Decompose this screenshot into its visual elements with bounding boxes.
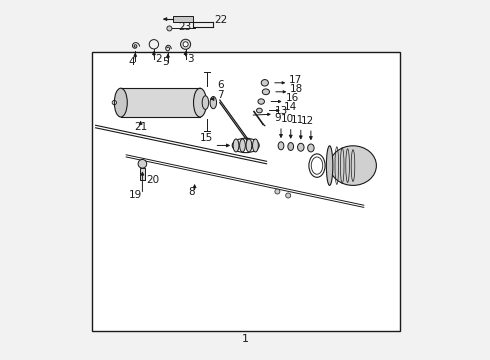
Ellipse shape (278, 142, 284, 150)
Text: 20: 20 (146, 175, 159, 185)
Circle shape (183, 42, 188, 47)
Text: 10: 10 (281, 114, 294, 124)
Circle shape (286, 193, 291, 198)
Text: 11: 11 (291, 115, 304, 125)
Text: 6: 6 (217, 80, 223, 90)
Ellipse shape (326, 146, 333, 185)
Text: 5: 5 (162, 57, 169, 67)
Circle shape (275, 189, 280, 194)
Ellipse shape (261, 80, 269, 86)
Text: 13: 13 (274, 106, 288, 116)
Text: 7: 7 (217, 90, 223, 100)
Ellipse shape (233, 139, 239, 152)
Text: 18: 18 (290, 84, 303, 94)
Text: 3: 3 (187, 54, 194, 64)
Text: 15: 15 (200, 133, 213, 143)
Ellipse shape (257, 108, 262, 113)
Ellipse shape (288, 143, 294, 150)
Text: 14: 14 (284, 102, 297, 112)
Ellipse shape (262, 89, 270, 95)
Text: 23: 23 (178, 22, 192, 32)
Text: 16: 16 (285, 93, 298, 103)
Ellipse shape (252, 139, 258, 152)
Ellipse shape (330, 146, 376, 185)
Text: 4: 4 (128, 57, 135, 67)
Text: 22: 22 (215, 15, 228, 25)
Bar (173, 16, 193, 22)
Ellipse shape (246, 139, 252, 152)
Circle shape (180, 39, 191, 49)
Text: 1: 1 (242, 334, 248, 344)
Ellipse shape (194, 88, 206, 117)
Ellipse shape (114, 88, 127, 117)
Ellipse shape (258, 99, 265, 104)
Text: 9: 9 (274, 113, 281, 123)
Text: 19: 19 (128, 190, 142, 200)
Ellipse shape (210, 96, 217, 109)
Ellipse shape (240, 139, 245, 152)
Text: 17: 17 (289, 75, 302, 85)
Bar (121, 88, 200, 117)
Text: 2: 2 (155, 54, 162, 64)
Text: 8: 8 (189, 187, 195, 197)
Ellipse shape (297, 143, 304, 151)
Circle shape (167, 26, 172, 31)
Text: 12: 12 (301, 116, 314, 126)
Ellipse shape (202, 96, 209, 109)
Bar (92, 52, 400, 331)
Bar (140, 168, 145, 180)
Circle shape (138, 159, 147, 168)
Text: 21: 21 (134, 122, 147, 132)
Ellipse shape (308, 144, 314, 152)
